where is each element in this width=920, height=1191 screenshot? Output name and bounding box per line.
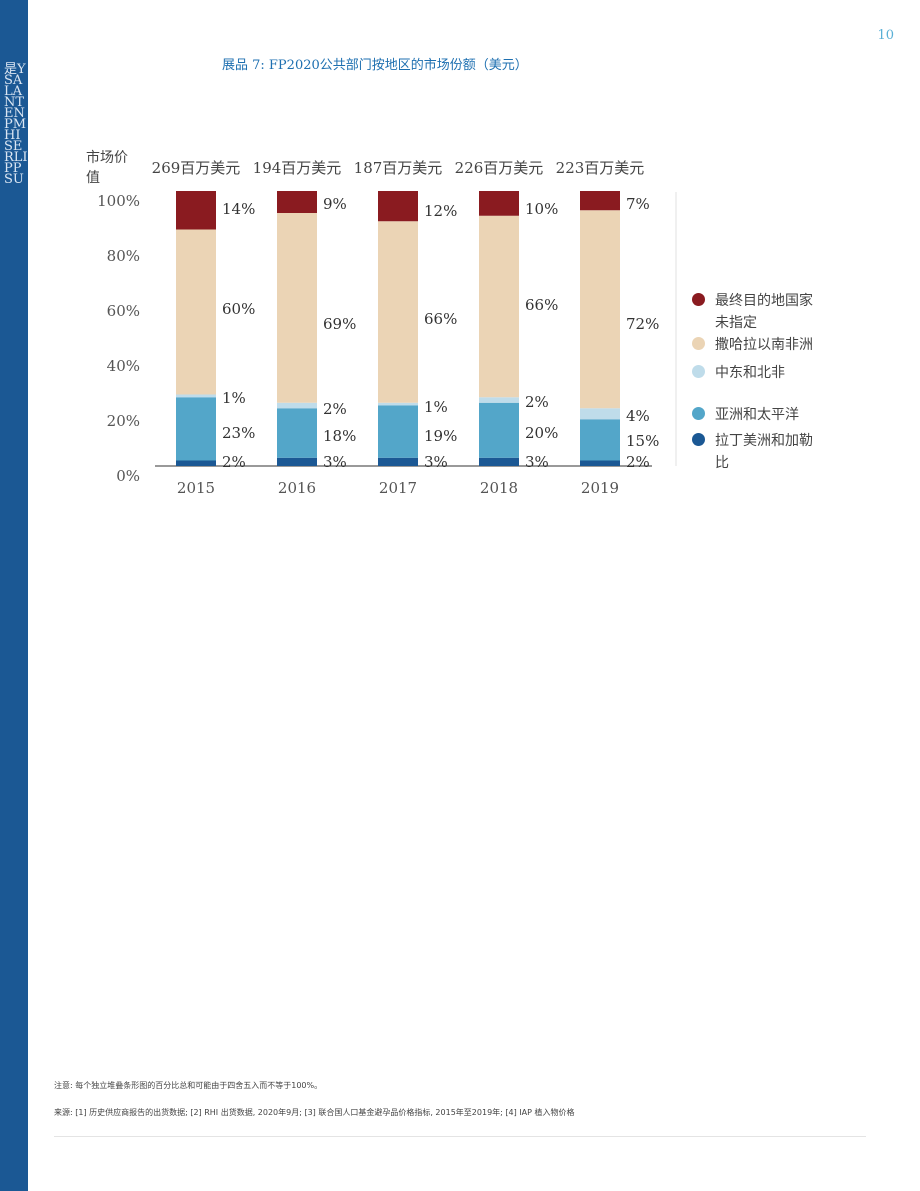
- y-tick-label: 20%: [107, 412, 140, 430]
- x-tick-label: 2019: [581, 479, 619, 497]
- bar-segment: [378, 221, 418, 403]
- data-label: 4%: [626, 407, 650, 425]
- bar-segment: [479, 191, 519, 216]
- page-number: 10: [877, 28, 894, 43]
- legend-label: 拉丁美洲和加勒比: [715, 433, 813, 471]
- data-label: 60%: [222, 300, 255, 318]
- legend-item-ssa: 撒哈拉以南非洲: [692, 334, 825, 356]
- bar-segment: [277, 408, 317, 458]
- y-tick-label: 60%: [107, 302, 140, 320]
- data-label: 20%: [525, 424, 558, 442]
- legend-label: 亚洲和太平洋: [715, 407, 799, 423]
- y-tick-label: 0%: [116, 467, 140, 485]
- data-label: 3%: [323, 453, 347, 471]
- data-label: 2%: [626, 453, 650, 471]
- bar-total-label: 187百万美元: [354, 159, 443, 177]
- y-tick-label: 40%: [107, 357, 140, 375]
- bar-segment: [176, 229, 216, 395]
- data-label: 9%: [323, 195, 347, 213]
- data-label: 10%: [525, 200, 558, 218]
- bar-total-label: 269百万美元: [152, 159, 241, 177]
- legend-swatch-apac: [692, 407, 705, 420]
- data-label: 14%: [222, 200, 255, 218]
- bar-total-label: 194百万美元: [253, 159, 342, 177]
- y-axis-label: 市场价: [86, 149, 128, 166]
- bar-segment: [378, 457, 418, 466]
- data-label: 1%: [424, 398, 448, 416]
- bar-segment: [580, 191, 620, 211]
- data-label: 3%: [424, 453, 448, 471]
- data-label: 66%: [525, 296, 558, 314]
- bar-segment: [277, 402, 317, 409]
- legend-swatch-mena: [692, 365, 705, 378]
- bar-segment: [479, 402, 519, 458]
- bar-segment: [277, 457, 317, 466]
- bar-total-label: 223百万美元: [556, 159, 645, 177]
- sidebar: 是YSALANTENPMHISERLIPPSU: [0, 0, 28, 1191]
- bar-segment: [580, 210, 620, 409]
- chart-source: 来源: [1] 历史供应商报告的出货数据; [2] RHI 出货数据, 2020…: [54, 1108, 575, 1117]
- footer-divider: [54, 1136, 866, 1137]
- bar-segment: [479, 397, 519, 403]
- x-tick-label: 2016: [278, 479, 316, 497]
- bar-segment: [378, 402, 418, 406]
- legend-label: 撒哈拉以南非洲: [715, 337, 813, 353]
- bar-segment: [580, 419, 620, 461]
- bar-segment: [176, 394, 216, 398]
- bar-segment: [277, 191, 317, 213]
- bar-segment: [580, 408, 620, 420]
- y-axis-label-cont: 值: [86, 170, 100, 186]
- bar-segment: [176, 460, 216, 466]
- bar-segment: [176, 397, 216, 461]
- data-label: 69%: [323, 315, 356, 333]
- x-tick-label: 2018: [480, 479, 518, 497]
- bar-segment: [479, 457, 519, 466]
- bar-segment: [479, 215, 519, 398]
- y-tick-label: 100%: [97, 192, 140, 210]
- data-label: 19%: [424, 427, 457, 445]
- data-label: 12%: [424, 202, 457, 220]
- legend-swatch-lac: [692, 433, 705, 446]
- y-tick-label: 80%: [107, 247, 140, 265]
- data-label: 2%: [323, 400, 347, 418]
- bar-segment: [176, 191, 216, 230]
- legend-label: 中东和北非: [715, 365, 785, 381]
- bar-segment: [580, 460, 620, 466]
- x-tick-label: 2017: [379, 479, 417, 497]
- data-label: 2%: [222, 453, 246, 471]
- data-label: 23%: [222, 424, 255, 442]
- legend-item-apac: 亚洲和太平洋: [692, 404, 825, 426]
- bar-segment: [277, 213, 317, 403]
- legend-swatch-ssa: [692, 337, 705, 350]
- chart-note: 注意: 每个独立堆叠条形图的百分比总和可能由于四舍五入而不等于100%。: [54, 1081, 323, 1090]
- data-label: 7%: [626, 195, 650, 213]
- bar-segment: [378, 191, 418, 222]
- legend-item-unspecified: 最终目的地国家未指定: [692, 290, 825, 334]
- data-label: 72%: [626, 315, 659, 333]
- sidebar-text: 是YSALANTENPMHISERLIPPSU: [4, 62, 28, 187]
- x-tick-label: 2015: [177, 479, 215, 497]
- legend-item-mena: 中东和北非: [692, 362, 825, 384]
- bar-segment: [378, 405, 418, 458]
- data-label: 18%: [323, 427, 356, 445]
- data-label: 3%: [525, 453, 549, 471]
- legend-item-lac: 拉丁美洲和加勒比: [692, 430, 825, 474]
- legend-label: 最终目的地国家未指定: [715, 293, 813, 331]
- legend-swatch-unspecified: [692, 293, 705, 306]
- data-label: 2%: [525, 393, 549, 411]
- bar-total-label: 226百万美元: [455, 159, 544, 177]
- chart-title: 展品 7: FP2020公共部门按地区的市场份额（美元）: [222, 58, 528, 73]
- data-label: 66%: [424, 310, 457, 328]
- data-label: 15%: [626, 432, 659, 450]
- data-label: 1%: [222, 389, 246, 407]
